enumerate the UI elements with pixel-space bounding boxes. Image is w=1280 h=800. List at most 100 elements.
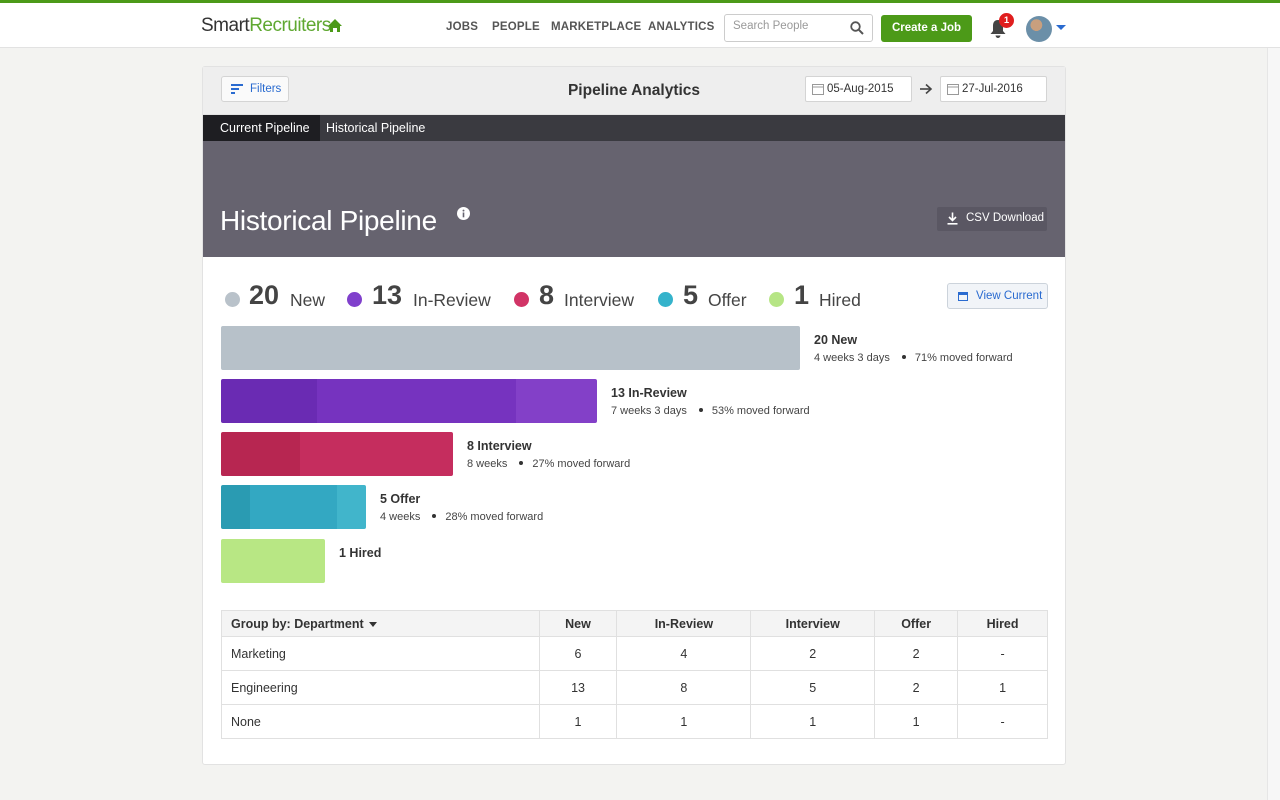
download-icon — [947, 212, 958, 225]
page-scrollbar[interactable] — [1267, 48, 1280, 800]
summary-interview: 8 Interview — [514, 279, 644, 313]
funnel-duration-in-review: 7 weeks 3 days — [611, 405, 687, 417]
nav-analytics[interactable]: ANALYTICS — [648, 21, 715, 33]
date-from-field[interactable]: 05-Aug-2015 — [805, 76, 912, 102]
table-cell: 2 — [750, 636, 876, 671]
column-header-hired: Hired — [957, 610, 1048, 637]
top-navigation-bar: SmartRecruiters JOBS PEOPLE MARKETPLACE … — [0, 0, 1280, 48]
summary-in-review: 13 In-Review — [347, 279, 497, 313]
funnel-bar-segment — [221, 485, 250, 529]
funnel-moved-new: 71% moved forward — [914, 352, 1013, 364]
funnel-title-in-review: 13 In-Review — [611, 386, 687, 400]
table-cell: 2 — [874, 636, 959, 671]
summary-hired: 1 Hired — [769, 279, 869, 313]
group-by-label: Group by: Department — [231, 616, 364, 631]
column-header-offer: Offer — [874, 610, 959, 637]
new-stage-dot — [225, 292, 240, 307]
table-cell: 1 — [616, 704, 752, 739]
search-people-input[interactable] — [733, 20, 843, 32]
logo-text-smart: Smart — [201, 15, 250, 36]
tab-historical-pipeline[interactable]: Historical Pipeline — [320, 115, 440, 141]
view-current-button[interactable]: View Current — [947, 283, 1048, 309]
funnel-bar-segment — [250, 485, 337, 529]
funnel-row-new: 20 New 4 weeks 3 days 71% moved forward — [221, 326, 1048, 370]
filter-icon — [231, 84, 243, 94]
table-cell: 4 — [616, 636, 752, 671]
separator-dot — [901, 355, 906, 360]
funnel-bar-hired[interactable] — [221, 539, 325, 583]
funnel-bar-segment — [221, 432, 300, 476]
funnel-title-offer: 5 Offer — [380, 492, 421, 506]
table-cell: 5 — [750, 670, 876, 705]
row-department-name: Engineering — [221, 670, 540, 705]
funnel-duration-offer: 4 weeks — [380, 511, 421, 523]
user-avatar[interactable] — [1026, 16, 1052, 42]
summary-new-label: New — [290, 290, 326, 310]
home-icon[interactable] — [327, 18, 343, 34]
funnel-meta-interview: 8 weeks 27% moved forward — [467, 458, 630, 470]
department-breakdown-table: Group by: Department New In-Review Inter… — [221, 610, 1048, 739]
summary-new: 20 New — [225, 279, 335, 313]
funnel-title-interview: 8 Interview — [467, 439, 532, 453]
summary-hired-label: Hired — [819, 290, 861, 310]
table-row: Engineering 13 8 5 2 1 — [221, 670, 1048, 705]
user-menu-caret-icon[interactable] — [1056, 25, 1066, 30]
funnel-bar-segment — [221, 326, 800, 370]
banner-title: Historical Pipeline — [220, 205, 437, 236]
in-review-stage-dot — [347, 292, 362, 307]
table-row: None 1 1 1 1 - — [221, 704, 1048, 739]
funnel-row-interview: 8 Interview 8 weeks 27% moved forward — [221, 432, 1048, 476]
interview-stage-dot — [514, 292, 529, 307]
column-header-interview: Interview — [750, 610, 876, 637]
smartrecruiters-logo[interactable]: SmartRecruiters — [201, 15, 331, 37]
summary-offer-label: Offer — [708, 290, 747, 310]
search-box — [724, 14, 873, 42]
csv-download-label: CSV Download — [966, 212, 1044, 224]
search-icon[interactable] — [850, 21, 864, 35]
funnel-bar-new[interactable] — [221, 326, 800, 370]
logo-text-recruiters: Recruiters — [249, 15, 331, 36]
offer-stage-dot — [658, 292, 673, 307]
arrow-right-icon — [920, 83, 933, 95]
funnel-bar-offer[interactable] — [221, 485, 366, 529]
group-by-dropdown[interactable]: Group by: Department — [221, 610, 540, 637]
column-header-new: New — [538, 610, 618, 637]
separator-dot — [519, 461, 524, 466]
table-header-row: Group by: Department New In-Review Inter… — [221, 610, 1048, 637]
summary-offer: 5 Offer — [658, 279, 758, 313]
tab-current-pipeline[interactable]: Current Pipeline — [203, 115, 320, 141]
table-cell: - — [957, 704, 1048, 739]
table-cell: 13 — [538, 670, 618, 705]
separator-dot — [698, 408, 703, 413]
funnel-row-in-review: 13 In-Review 7 weeks 3 days 53% moved for… — [221, 379, 1048, 423]
nav-marketplace[interactable]: MARKETPLACE — [551, 21, 642, 33]
caret-down-icon — [368, 621, 377, 627]
funnel-bar-segment — [221, 379, 317, 423]
funnel-bar-interview[interactable] — [221, 432, 453, 476]
funnel-meta-in-review: 7 weeks 3 days 53% moved forward — [611, 405, 810, 417]
table-row: Marketing 6 4 2 2 - — [221, 636, 1048, 671]
calendar-icon — [812, 84, 824, 95]
table-cell: - — [957, 636, 1048, 671]
nav-people[interactable]: PEOPLE — [492, 21, 540, 33]
info-icon[interactable] — [457, 207, 470, 220]
funnel-title-hired: 1 Hired — [339, 546, 382, 560]
pipeline-banner: Current Pipeline Historical Pipeline His… — [203, 115, 1065, 257]
funnel-meta-offer: 4 weeks 28% moved forward — [380, 511, 543, 523]
create-job-button[interactable]: Create a Job — [881, 15, 972, 42]
table-cell: 1 — [538, 704, 618, 739]
nav-jobs[interactable]: JOBS — [446, 21, 479, 33]
filters-button[interactable]: Filters — [221, 76, 289, 102]
funnel-row-hired: 1 Hired — [221, 539, 1048, 583]
row-department-name: None — [221, 704, 540, 739]
table-cell: 8 — [616, 670, 752, 705]
calendar-icon — [958, 292, 968, 301]
funnel-bar-in-review[interactable] — [221, 379, 597, 423]
notification-count-badge[interactable]: 1 — [999, 13, 1014, 28]
csv-download-button[interactable]: CSV Download — [937, 207, 1047, 231]
funnel-row-offer: 5 Offer 4 weeks 28% moved forward — [221, 485, 1048, 529]
filters-label: Filters — [250, 83, 282, 95]
funnel-bar-segment — [317, 379, 516, 423]
date-to-field[interactable]: 27-Jul-2016 — [940, 76, 1047, 102]
summary-new-count: 20 — [249, 280, 280, 310]
